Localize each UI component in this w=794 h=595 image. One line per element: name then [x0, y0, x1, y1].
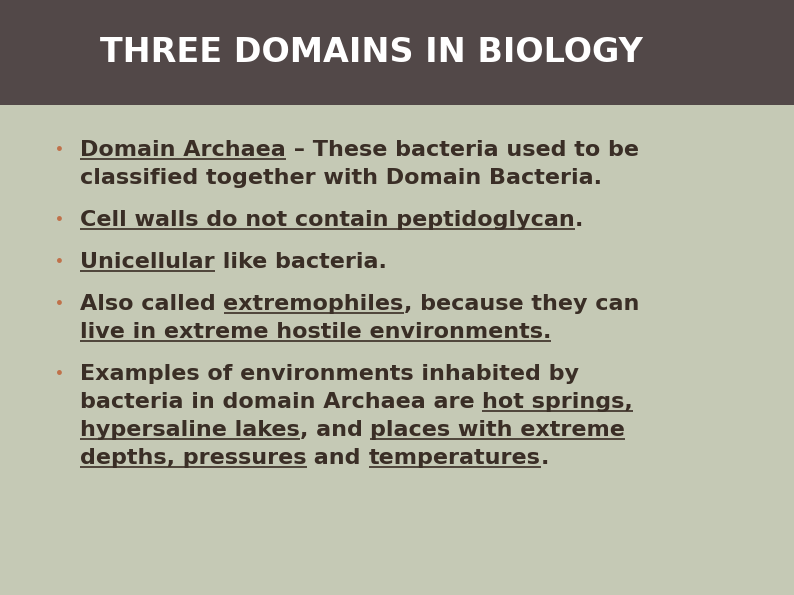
- Text: classified together with Domain Bacteria.: classified together with Domain Bacteria…: [80, 168, 602, 188]
- Text: bacteria in domain Archaea are: bacteria in domain Archaea are: [80, 392, 483, 412]
- Text: hot springs,: hot springs,: [483, 392, 633, 412]
- Text: depths, pressures: depths, pressures: [80, 448, 306, 468]
- Text: •: •: [55, 297, 64, 311]
- Text: .: .: [541, 448, 549, 468]
- Text: Also called: Also called: [80, 294, 223, 314]
- Text: THREE DOMAINS IN BIOLOGY: THREE DOMAINS IN BIOLOGY: [100, 36, 643, 69]
- Text: and: and: [306, 448, 368, 468]
- Text: , and: , and: [300, 420, 370, 440]
- Text: temperatures: temperatures: [368, 448, 541, 468]
- Text: extremophiles: extremophiles: [223, 294, 404, 314]
- Text: Domain Archaea: Domain Archaea: [80, 140, 286, 160]
- Text: like bacteria.: like bacteria.: [214, 252, 387, 272]
- Text: live in extreme hostile environments.: live in extreme hostile environments.: [80, 322, 551, 342]
- Text: , because they can: , because they can: [404, 294, 639, 314]
- Text: – These bacteria used to be: – These bacteria used to be: [286, 140, 638, 160]
- Text: •: •: [55, 213, 64, 227]
- Text: Cell walls do not contain peptidoglycan: Cell walls do not contain peptidoglycan: [80, 210, 575, 230]
- Text: •: •: [55, 255, 64, 269]
- Text: •: •: [55, 367, 64, 381]
- Text: places with extreme: places with extreme: [370, 420, 625, 440]
- Text: Examples of environments inhabited by: Examples of environments inhabited by: [80, 364, 579, 384]
- Text: Unicellular: Unicellular: [80, 252, 214, 272]
- Text: hypersaline lakes: hypersaline lakes: [80, 420, 300, 440]
- Text: .: .: [575, 210, 583, 230]
- Text: •: •: [55, 143, 64, 157]
- Bar: [0, 0, 794, 105]
